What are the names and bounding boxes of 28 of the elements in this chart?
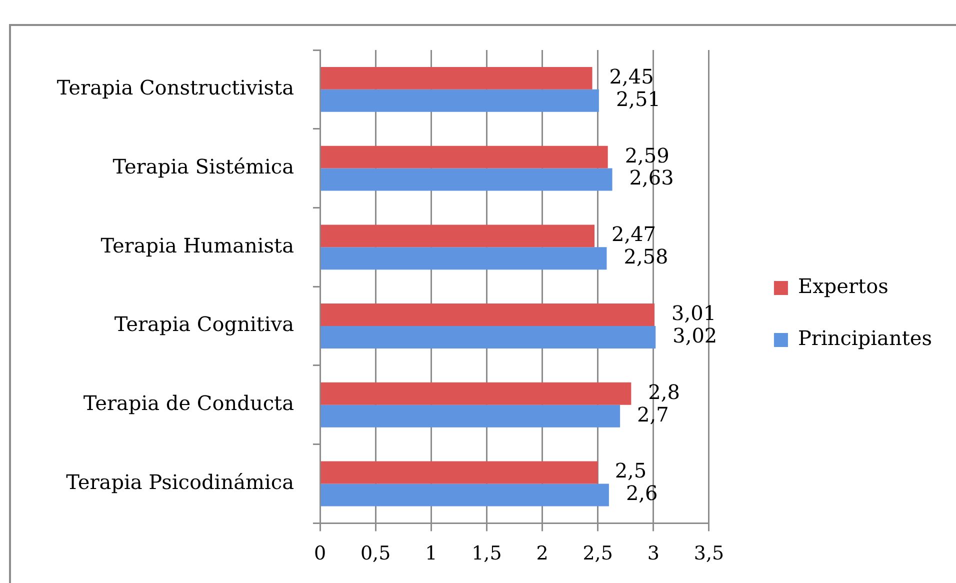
- x-tick-label: 3: [647, 542, 660, 565]
- y-tick-label: Terapia Cognitiva: [114, 312, 294, 336]
- x-tick-label: 1: [425, 542, 438, 565]
- data-label: 3,01: [672, 301, 716, 325]
- x-tick-label: 1,5: [472, 542, 502, 565]
- data-label: 2,47: [612, 222, 656, 246]
- data-label: 2,51: [616, 86, 660, 111]
- x-tick-label: 2: [536, 542, 548, 565]
- x-tick-label: 3,5: [694, 542, 724, 565]
- data-label: 2,5: [614, 458, 647, 483]
- legend-label: Principiantes: [798, 326, 932, 350]
- data-label: 2,63: [629, 166, 674, 190]
- y-tick-label: Terapia Humanista: [100, 233, 294, 258]
- data-label: 2,59: [624, 143, 670, 168]
- data-label: 2,7: [637, 402, 669, 426]
- y-tick-label: Terapia Psicodinámica: [66, 470, 294, 494]
- data-label: 3,02: [672, 323, 718, 348]
- y-tick-label: Terapia Sistémica: [112, 154, 294, 179]
- data-label: 2,6: [626, 481, 658, 506]
- data-label: 2,8: [648, 380, 680, 404]
- x-tick-label: 2,5: [582, 542, 613, 565]
- data-label: 2,45: [609, 64, 654, 88]
- data-label: 2,58: [624, 244, 668, 269]
- x-tick-label: 0: [314, 542, 326, 565]
- legend-label: Expertos: [798, 274, 888, 298]
- x-tick-label: 0,5: [360, 542, 391, 565]
- y-tick-label: Terapia de Conducta: [83, 391, 294, 416]
- y-tick-label: Terapia Constructivista: [56, 76, 294, 100]
